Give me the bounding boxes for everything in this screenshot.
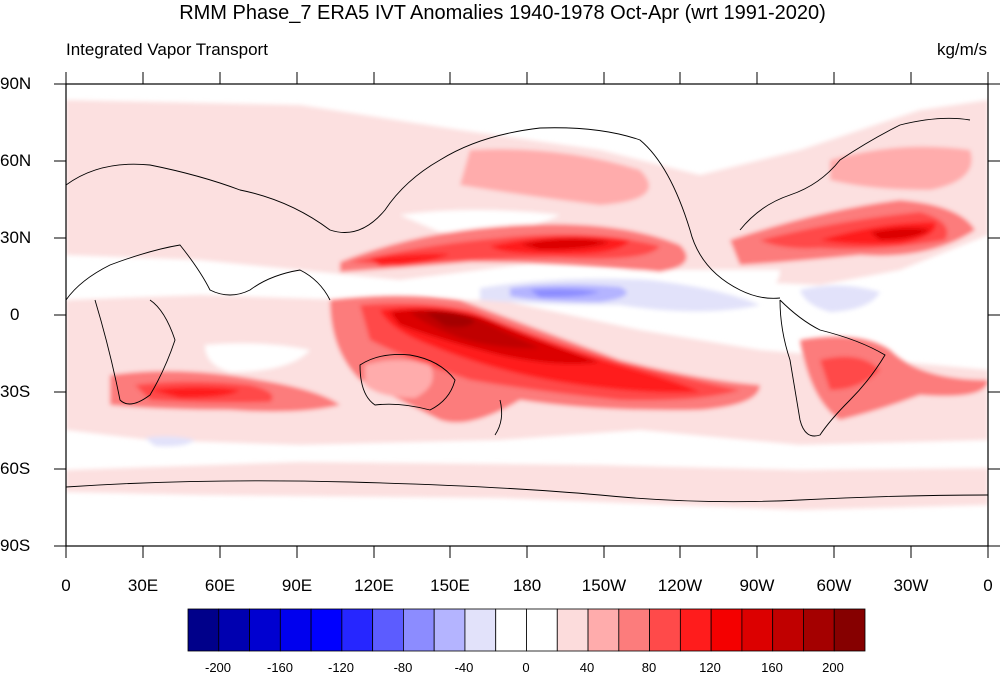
- map-panel: [54, 72, 1000, 558]
- lon-label-120e: 120E: [354, 576, 394, 595]
- colorbar-label: -160: [266, 660, 294, 675]
- colorbar-swatch: [464, 608, 497, 652]
- colorbar-swatch: [495, 608, 527, 652]
- plot-title: RMM Phase_7 ERA5 IVT Anomalies 1940-1978…: [179, 2, 826, 24]
- lon-label-0-east: 0: [983, 576, 993, 595]
- lon-label-30w: 30W: [893, 576, 929, 595]
- lon-label-30e: 30E: [127, 576, 159, 595]
- colorbar-label: -200: [204, 660, 232, 675]
- colorbar-swatch: [526, 608, 558, 652]
- lon-label-120w: 120W: [657, 576, 703, 595]
- colorbar-swatch: [710, 608, 743, 652]
- colorbar-swatch: [741, 608, 774, 652]
- lon-label-90w: 90W: [739, 576, 775, 595]
- lat-label-30s: 30S: [0, 382, 31, 401]
- colorbar-swatch: [587, 608, 620, 652]
- colorbar-swatch: [803, 608, 835, 652]
- colorbar-label: -40: [454, 660, 474, 675]
- colorbar-swatch: [433, 608, 466, 652]
- lon-label-60w: 60W: [816, 576, 852, 595]
- colorbar-label: 160: [761, 660, 783, 675]
- colorbar-label: -120: [327, 660, 355, 675]
- lon-ticks: [65, 72, 989, 558]
- colorbar-swatch: [649, 608, 681, 652]
- colorbar-swatch: [833, 608, 866, 652]
- coastlines: [66, 117, 988, 503]
- anomaly-field: [66, 100, 988, 510]
- units-label: kg/m/s: [936, 40, 987, 59]
- colorbar-swatch: [249, 608, 281, 652]
- colorbar-swatch: [679, 608, 712, 652]
- colorbar-swatch: [618, 608, 650, 652]
- colorbar-label: 120: [699, 660, 721, 675]
- lon-label-90e: 90E: [281, 576, 313, 595]
- lon-label-150e: 150E: [430, 576, 470, 595]
- lat-label-30n: 30N: [0, 228, 32, 247]
- colorbar-label: 0: [522, 660, 530, 675]
- lon-label-60e: 60E: [204, 576, 236, 595]
- lat-label-90s: 90S: [0, 536, 31, 555]
- colorbar-swatch: [556, 608, 589, 652]
- colorbar-label: -80: [393, 660, 413, 675]
- variable-label: Integrated Vapor Transport: [66, 40, 268, 59]
- lat-label-60s: 60S: [0, 459, 31, 478]
- lon-label-0: 0: [61, 576, 71, 595]
- colorbar-swatch: [187, 608, 220, 652]
- lat-ticks: [54, 83, 1000, 547]
- colorbar-label: 80: [641, 660, 657, 675]
- colorbar-swatch: [218, 608, 250, 652]
- lon-label-150w: 150W: [581, 576, 627, 595]
- colorbar-swatch: [403, 608, 435, 652]
- lat-label-90n: 90N: [0, 74, 32, 93]
- colorbar-label: 40: [579, 660, 595, 675]
- lat-label-equator: 0: [10, 305, 20, 324]
- colorbar-swatch: [341, 608, 374, 652]
- lat-label-60n: 60N: [0, 151, 32, 170]
- colorbar-swatch: [372, 608, 404, 652]
- colorbar-swatch: [279, 608, 312, 652]
- colorbar-swatch: [772, 608, 804, 652]
- colorbar-swatch: [310, 608, 343, 652]
- lon-label-180: 180: [512, 576, 542, 595]
- colorbar: [187, 608, 866, 652]
- colorbar-label: 200: [822, 660, 844, 675]
